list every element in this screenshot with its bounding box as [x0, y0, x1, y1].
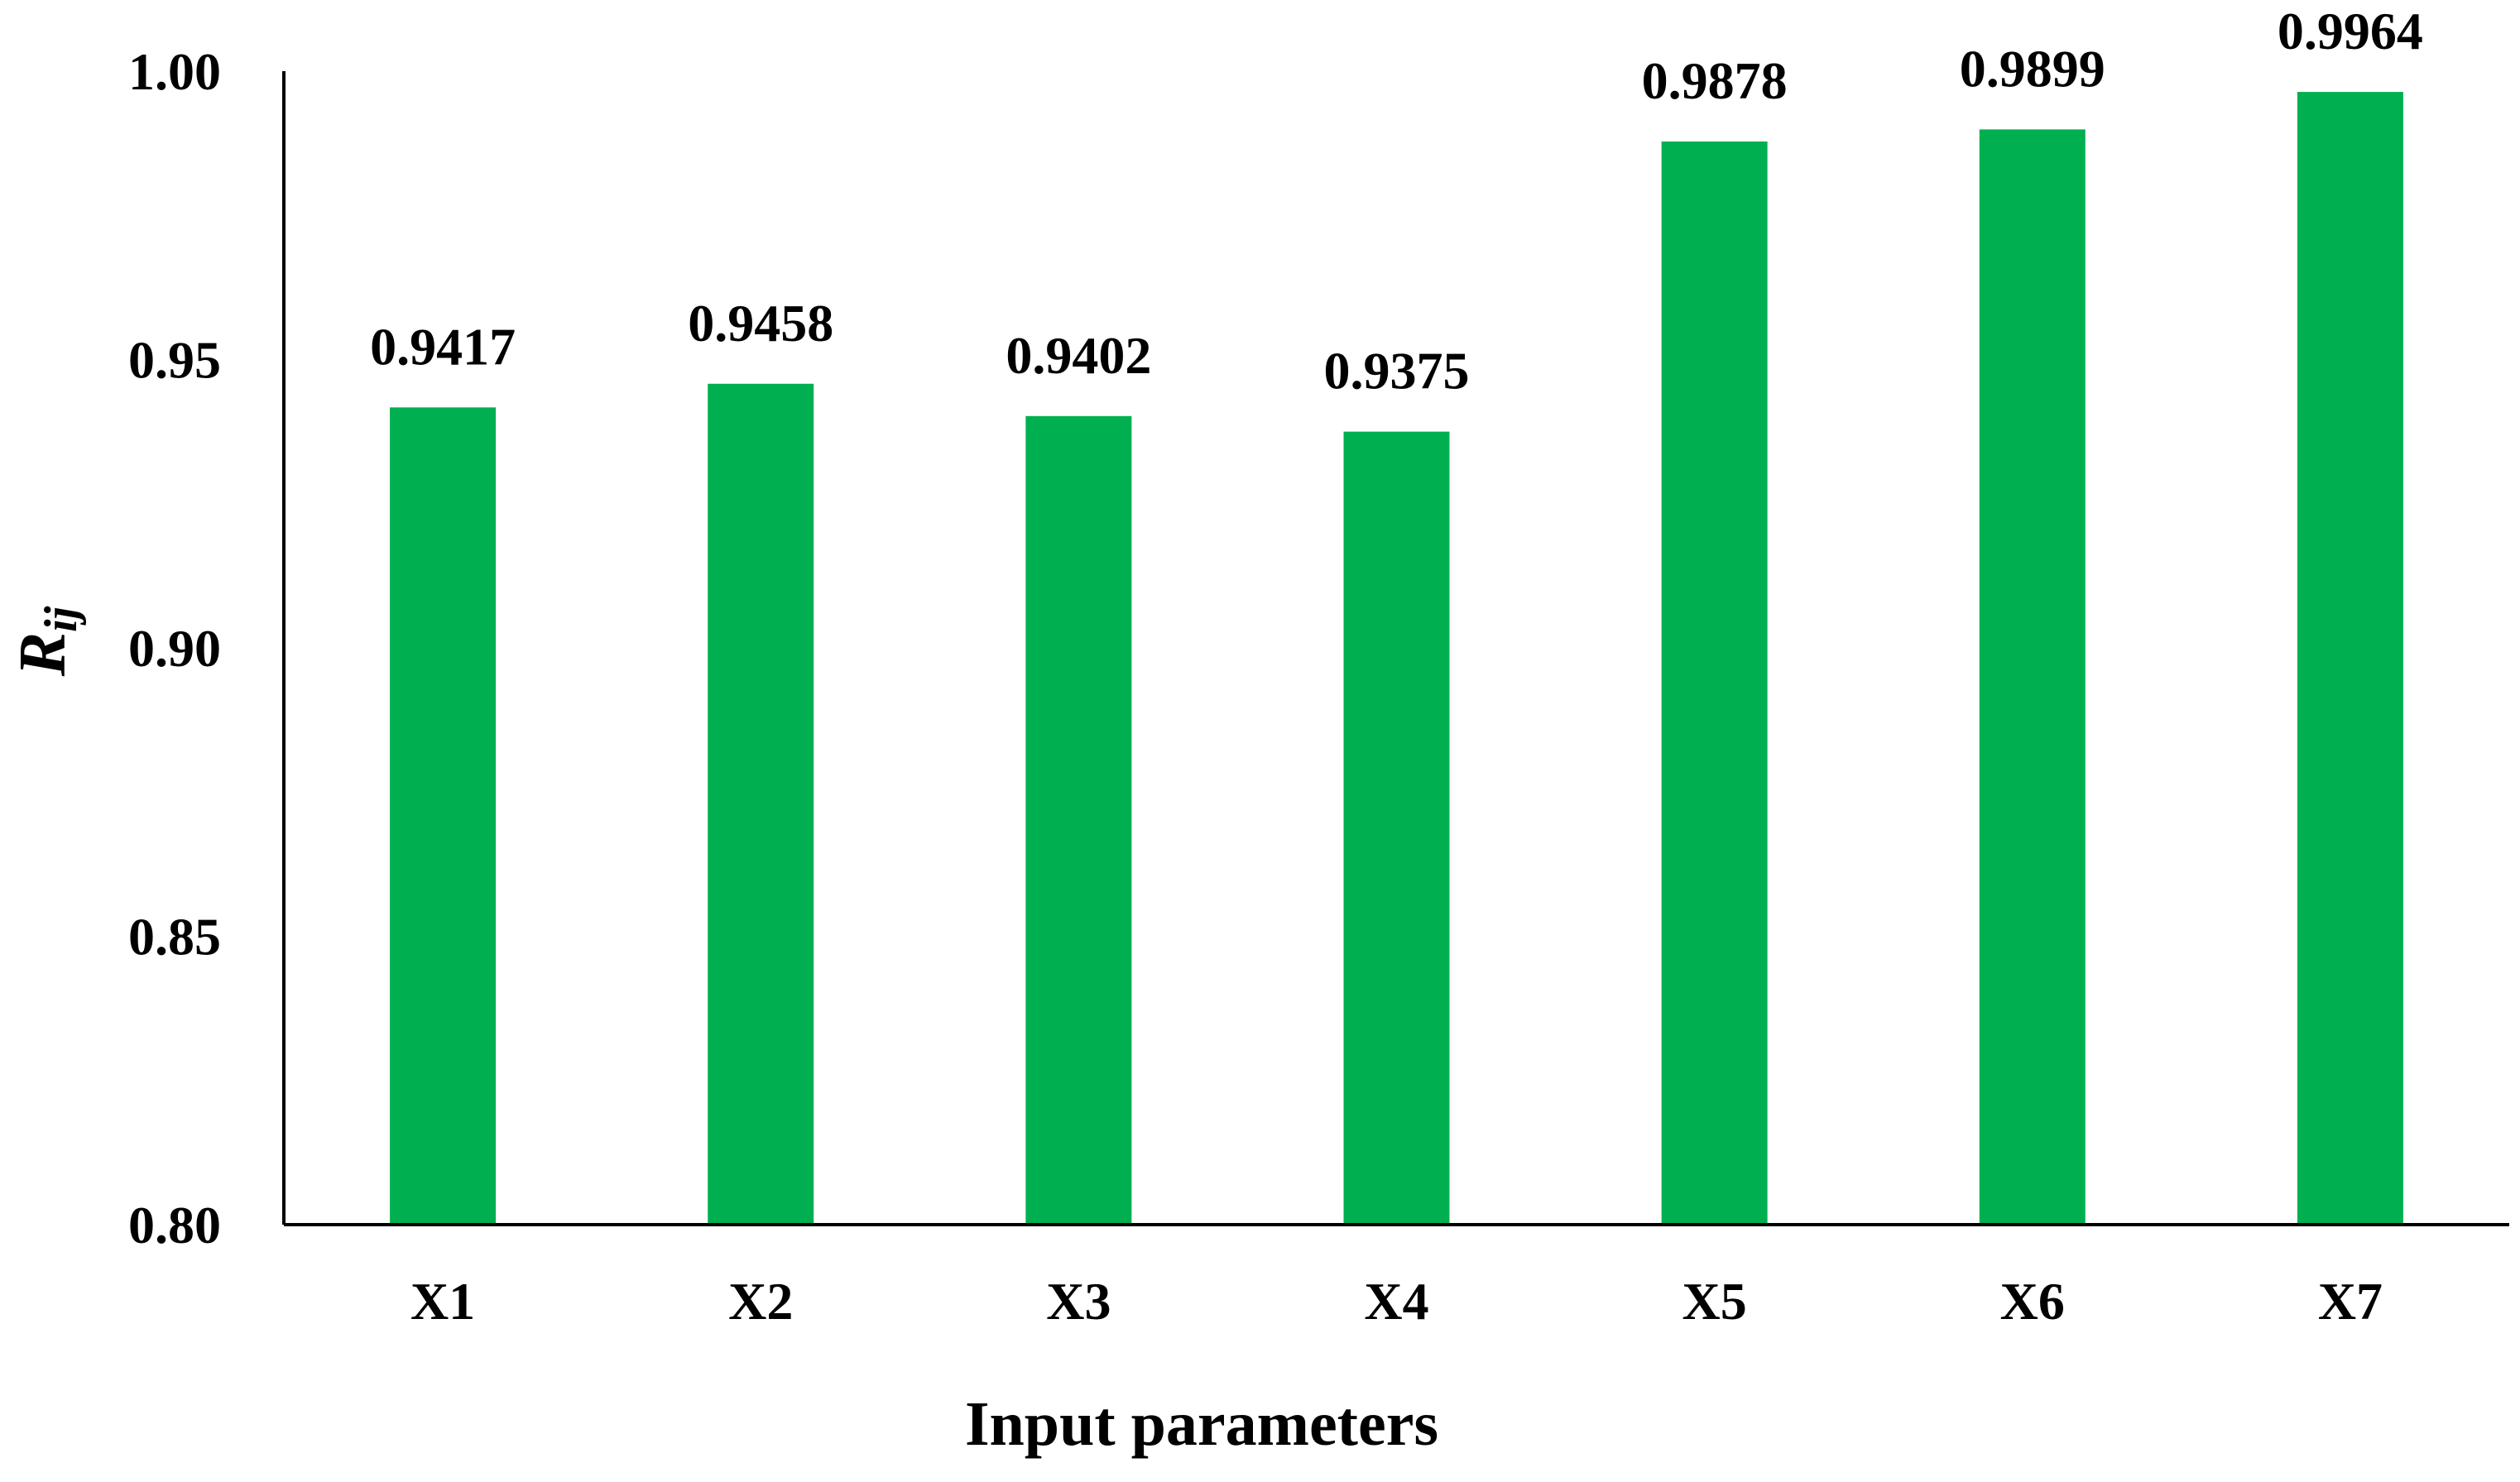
y-tick-label: 1.00	[128, 42, 221, 101]
x-tick-labels: X1 X2 X3 X4 X5 X6 X7	[410, 1272, 2383, 1331]
y-tick-labels: 0.80 0.85 0.90 0.95 1.00	[128, 42, 221, 1254]
bar-x3	[1025, 415, 1132, 1225]
data-labels-layer: 0.9417 0.9458 0.9402 0.9375 0.9878 0.9899 0.99…	[370, 2, 2423, 400]
data-label-x5: 0.9878	[1642, 51, 1788, 110]
data-label-x1: 0.9417	[370, 317, 516, 376]
y-axis-title: Rij	[7, 606, 87, 677]
bar-x1	[390, 407, 497, 1225]
bar-x4	[1343, 431, 1450, 1225]
data-label-x3: 0.9402	[1006, 326, 1151, 385]
x-tick-label-x3: X3	[1046, 1272, 1111, 1331]
y-axis-title-subscript: ij	[36, 606, 87, 632]
axes-layer	[282, 71, 2509, 1226]
data-label-x7: 0.9964	[2278, 2, 2423, 60]
y-tick-label: 0.90	[128, 619, 221, 678]
y-tick-label: 0.95	[128, 331, 221, 390]
x-tick-label-x7: X7	[2318, 1272, 2383, 1331]
bars-layer	[390, 92, 2403, 1225]
data-label-x6: 0.9899	[1960, 39, 2105, 98]
y-tick-label: 0.85	[128, 908, 221, 966]
x-axis-title: Input parameters	[965, 1389, 1438, 1459]
bar-x7	[2297, 92, 2403, 1225]
data-label-x4: 0.9375	[1324, 342, 1470, 400]
y-tick-label: 0.80	[128, 1196, 221, 1254]
x-tick-label-x5: X5	[1682, 1272, 1747, 1331]
x-tick-label-x2: X2	[728, 1272, 793, 1331]
bar-x2	[708, 383, 814, 1225]
x-tick-label-x4: X4	[1364, 1272, 1428, 1331]
data-label-x2: 0.9458	[688, 294, 833, 353]
x-tick-label-x1: X1	[410, 1272, 475, 1331]
x-tick-label-x6: X6	[2000, 1272, 2065, 1331]
bar-x6	[1979, 129, 2086, 1225]
y-axis-title-main: R	[7, 632, 79, 677]
bar-x5	[1661, 141, 1768, 1225]
